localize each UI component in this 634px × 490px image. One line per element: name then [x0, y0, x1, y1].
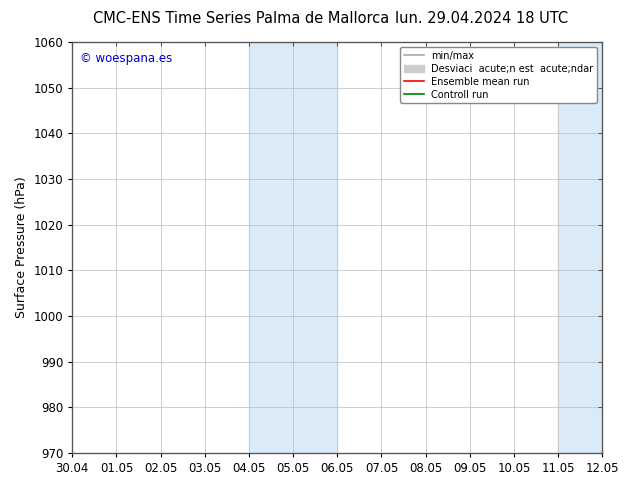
Bar — [249, 42, 337, 453]
Bar — [558, 42, 634, 453]
Legend: min/max, Desviaci  acute;n est  acute;ndar, Ensemble mean run, Controll run: min/max, Desviaci acute;n est acute;ndar… — [400, 47, 597, 103]
Text: CMC-ENS Time Series Palma de Mallorca: CMC-ENS Time Series Palma de Mallorca — [93, 11, 389, 26]
Y-axis label: Surface Pressure (hPa): Surface Pressure (hPa) — [15, 176, 28, 318]
Text: © woespana.es: © woespana.es — [81, 52, 172, 65]
Text: lun. 29.04.2024 18 UTC: lun. 29.04.2024 18 UTC — [395, 11, 569, 26]
